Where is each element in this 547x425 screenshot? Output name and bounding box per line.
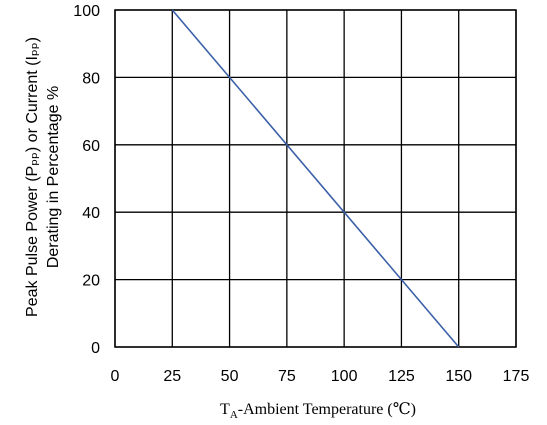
x-tick-label-6: 150: [445, 368, 472, 385]
y-tick-label-5: 100: [73, 3, 100, 20]
x-tick-label-4: 100: [331, 368, 358, 385]
y-tick-label-3: 60: [82, 138, 100, 155]
y-tick-label-0: 0: [91, 340, 100, 357]
x-tick-label-2: 50: [221, 368, 239, 385]
x-tick-label-5: 125: [388, 368, 415, 385]
x-axis-label: TA-Ambient Temperature (℃): [220, 401, 416, 421]
y-tick-label-4: 80: [82, 70, 100, 87]
y-axis-label-line1: Peak Pulse Power (Pₚₚ) or Current (Iₚₚ): [24, 37, 41, 317]
plot-frame: [114, 9, 517, 348]
y-tick-label-2: 40: [82, 205, 100, 222]
x-tick-labels: 0 25 50 75 100 125 150 175: [111, 368, 530, 385]
x-axis-label-rest: -Ambient Temperature (℃): [238, 401, 416, 418]
y-axis-label-line2: Derating in Percentage %: [45, 86, 62, 268]
derating-line-0: [171, 9, 460, 348]
series-layer: [171, 9, 460, 348]
x-tick-label-1: 25: [163, 368, 181, 385]
y-tick-label-1: 20: [82, 273, 100, 290]
x-tick-label-0: 0: [111, 368, 120, 385]
x-axis-label-main: T: [220, 401, 230, 418]
x-tick-label-3: 75: [278, 368, 296, 385]
x-tick-label-7: 175: [503, 368, 530, 385]
x-axis-label-subscript: A: [230, 409, 238, 421]
y-tick-labels: 0 20 40 60 80 100: [73, 3, 100, 357]
